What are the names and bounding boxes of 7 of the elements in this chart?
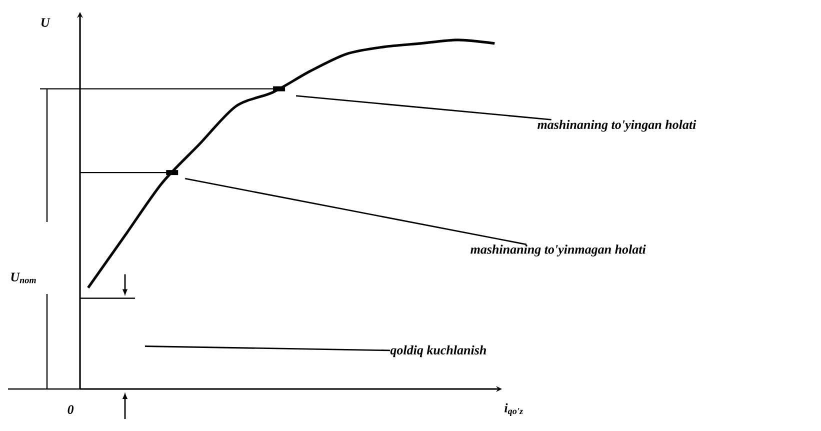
annotation: mashinaning to'yinmagan holati (470, 244, 646, 256)
text: 0 (68, 405, 74, 414)
x-axis-title: i$_{qo'z}$ (504, 403, 523, 416)
text: U$_{nom}$ (11, 272, 36, 284)
annotation: qoldiq kuchlanish (390, 345, 486, 358)
y-axis-title: U (41, 18, 50, 27)
text: mashinaning to'yingan holati (537, 120, 696, 132)
